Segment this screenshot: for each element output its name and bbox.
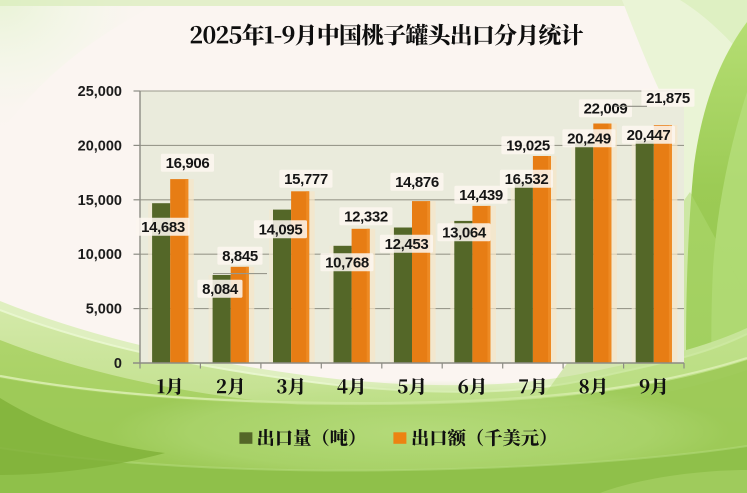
svg-text:15,777: 15,777 [284, 171, 328, 188]
svg-text:20,447: 20,447 [627, 127, 671, 144]
svg-text:14,095: 14,095 [259, 222, 303, 239]
svg-text:13,064: 13,064 [442, 225, 487, 242]
svg-text:8,845: 8,845 [222, 248, 258, 265]
svg-text:10,000: 10,000 [78, 247, 122, 263]
svg-text:12,332: 12,332 [344, 209, 388, 226]
svg-text:21,875: 21,875 [646, 90, 690, 107]
svg-text:10,768: 10,768 [325, 255, 369, 272]
svg-text:14,439: 14,439 [459, 187, 503, 204]
svg-text:16,906: 16,906 [166, 155, 210, 172]
svg-text:0: 0 [114, 356, 122, 372]
svg-text:8,084: 8,084 [202, 281, 239, 298]
svg-text:14,683: 14,683 [141, 219, 185, 236]
svg-text:19,025: 19,025 [506, 138, 550, 155]
svg-text:16,532: 16,532 [505, 171, 549, 188]
svg-text:25,000: 25,000 [78, 84, 122, 100]
svg-text:12,453: 12,453 [385, 236, 429, 253]
svg-text:20,000: 20,000 [78, 138, 122, 154]
svg-text:20,249: 20,249 [567, 131, 611, 148]
svg-text:22,009: 22,009 [584, 101, 628, 118]
svg-text:14,876: 14,876 [395, 174, 439, 191]
svg-text:5,000: 5,000 [86, 302, 122, 318]
svg-text:15,000: 15,000 [78, 193, 122, 209]
